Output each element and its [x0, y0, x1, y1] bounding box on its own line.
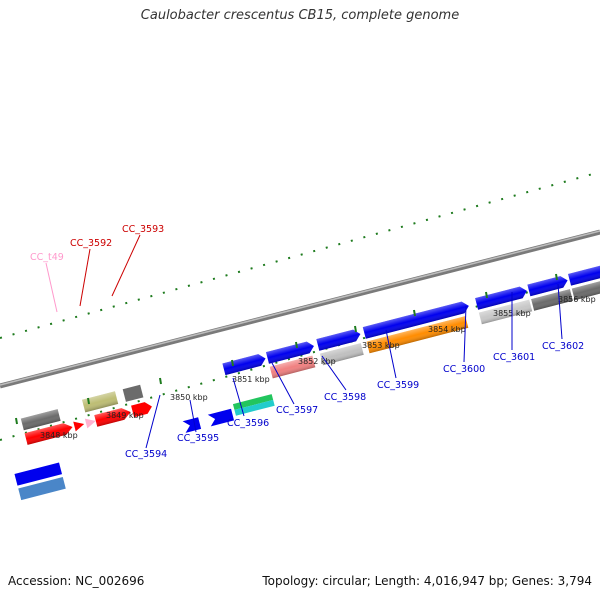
gene-3599-upper[interactable]	[366, 316, 469, 354]
gene-label[interactable]: CC_3594	[125, 449, 167, 460]
gene-3597-upper[interactable]	[265, 340, 315, 364]
gene-3597[interactable]	[269, 355, 316, 379]
scale-tick-mark	[159, 377, 162, 385]
gene-3601[interactable]	[527, 275, 569, 297]
gene-3601-upper[interactable]	[531, 289, 573, 311]
scale-tick-label: 3851 kbp	[232, 375, 270, 384]
gene-3600-upper[interactable]	[478, 299, 533, 325]
scale-tick-label: 3852 kbp	[298, 357, 336, 366]
gene-3591[interactable]	[73, 419, 85, 432]
gene-label-leader	[45, 262, 58, 313]
gene-label[interactable]: CC_3602	[542, 341, 584, 352]
genome-summary: Topology: circular; Length: 4,016,947 bp…	[262, 574, 592, 588]
gene-3595[interactable]	[207, 408, 235, 427]
gene-label-leader	[321, 355, 347, 391]
gene-3589[interactable]	[20, 409, 61, 431]
gene-label-leader	[385, 329, 397, 379]
gene-label-leader	[463, 305, 467, 363]
gene-label-leader	[557, 283, 563, 340]
gene-3598-upper[interactable]	[320, 343, 364, 366]
scale-tick-mark	[413, 309, 416, 317]
gene-label[interactable]: CC_3598	[324, 392, 366, 403]
gene-3599[interactable]	[362, 300, 471, 339]
scale-tick-mark	[485, 291, 488, 299]
gene-label-leader	[111, 234, 141, 297]
scale-tick-mark	[295, 341, 298, 349]
gene-3592[interactable]	[94, 406, 132, 427]
scale-tick-mark	[555, 273, 558, 281]
gene-label[interactable]: CC_3592	[70, 238, 112, 249]
gene-label[interactable]: CC_3601	[493, 352, 535, 363]
scale-tick-label: 3856 kbp	[558, 295, 596, 304]
gene-3600[interactable]	[475, 285, 528, 310]
scale-tick-mark	[231, 359, 234, 367]
gene-left-steel[interactable]	[18, 477, 66, 501]
scale-tick-mark	[87, 397, 90, 405]
scale-tick-label: 3850 kbp	[170, 393, 208, 402]
gene-label[interactable]: CC_3593	[122, 224, 164, 235]
gene-label[interactable]: CC_3595	[177, 433, 219, 444]
scale-tick-label: 3854 kbp	[428, 325, 466, 334]
gene-label-leader	[232, 377, 245, 417]
gene-trna-49[interactable]	[84, 416, 97, 429]
gene-3602[interactable]	[568, 262, 600, 286]
gene-label[interactable]: CC_3597	[276, 405, 318, 416]
gene-label[interactable]: CC_3596	[227, 418, 269, 429]
gene-label-leader	[79, 248, 91, 307]
gene-labels: CC_t49 CC_3592 CC_3593 CC_3594 CC_3595 CC_359…	[30, 224, 584, 460]
gene-label[interactable]: CC_3600	[443, 364, 485, 375]
gene-3590[interactable]	[24, 421, 74, 445]
gene-3596-lower-cyan[interactable]	[234, 399, 275, 416]
gene-3593[interactable]	[131, 401, 153, 418]
scale-tick-label: 3848 kbp	[40, 431, 78, 440]
gene-3598[interactable]	[316, 328, 362, 351]
scale-tick-label: 3853 kbp	[362, 341, 400, 350]
scale-tick-mark	[354, 325, 357, 333]
gene-3596[interactable]	[222, 353, 267, 376]
scale-tick-label: 3849 kbp	[106, 411, 144, 420]
gene-left-blue[interactable]	[14, 462, 63, 486]
gene-3596-lower-green[interactable]	[232, 394, 274, 410]
gene-label-leader	[145, 394, 161, 449]
gene-label-leader	[271, 362, 295, 405]
gene-3593-upper[interactable]	[122, 384, 144, 402]
gene-3594[interactable]	[182, 417, 202, 433]
gene-3592-upper[interactable]	[82, 391, 119, 413]
gene-label[interactable]: CC_t49	[30, 252, 64, 263]
gene-3602-upper[interactable]	[571, 277, 600, 301]
backbone	[0, 229, 600, 389]
gene-label-leader	[189, 399, 197, 433]
accession: Accession: NC_002696	[8, 574, 145, 588]
scale-tick-mark	[15, 417, 18, 425]
gene-label[interactable]: CC_3599	[377, 380, 419, 391]
map-title: Caulobacter crescentus CB15, complete ge…	[140, 8, 460, 23]
